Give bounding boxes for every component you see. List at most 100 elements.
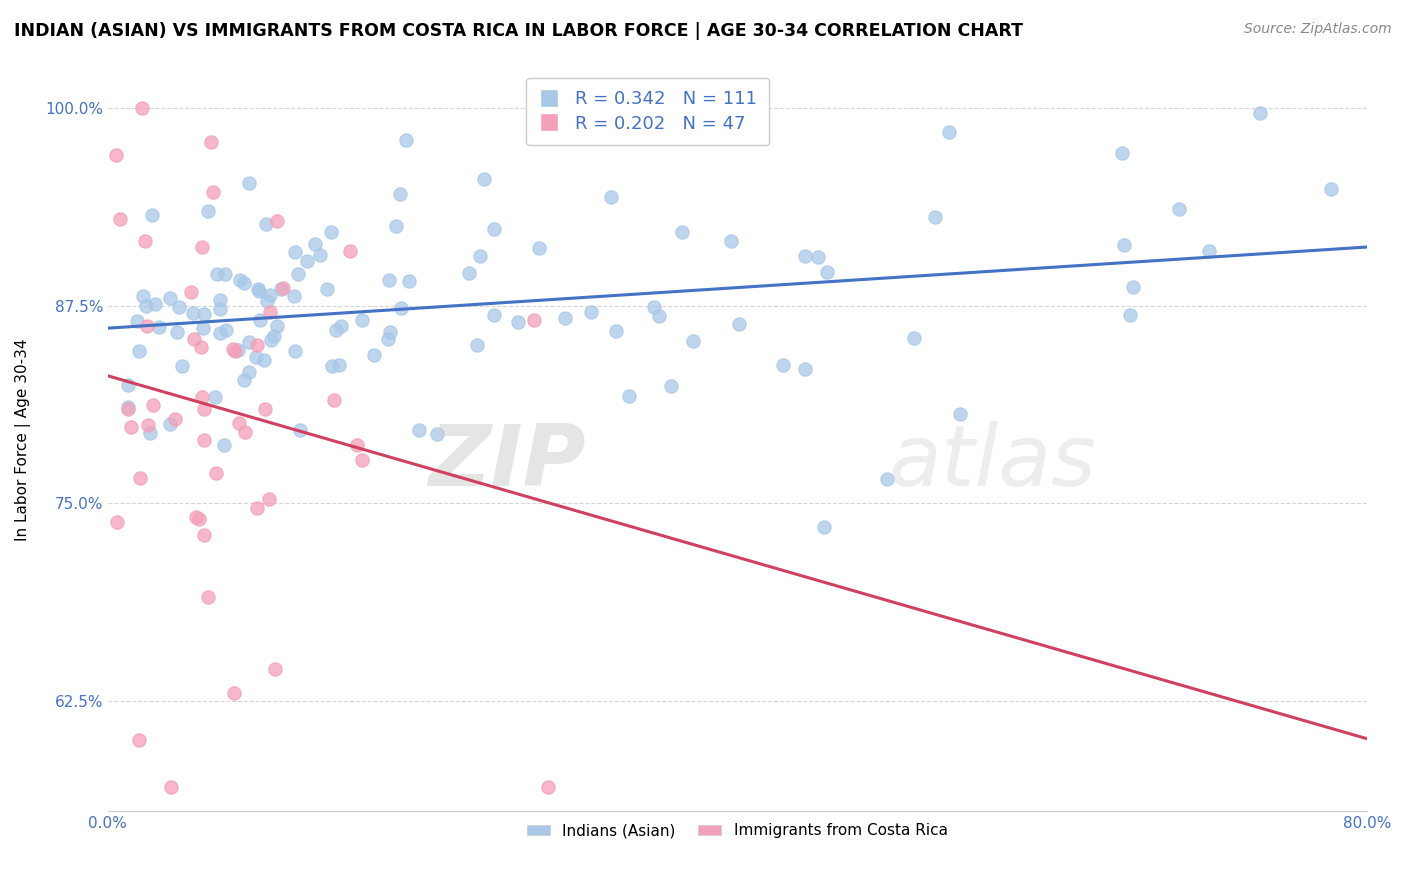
Text: INDIAN (ASIAN) VS IMMIGRANTS FROM COSTA RICA IN LABOR FORCE | AGE 30-34 CORRELAT: INDIAN (ASIAN) VS IMMIGRANTS FROM COSTA …	[14, 22, 1024, 40]
Point	[191, 390, 214, 404]
Point	[876, 472, 898, 486]
Point	[330, 319, 353, 334]
Point	[579, 305, 602, 319]
Point	[128, 470, 150, 484]
Y-axis label: In Labor Force | Age 30-34: In Labor Force | Age 30-34	[15, 339, 31, 541]
Point	[135, 299, 157, 313]
Point	[605, 324, 627, 338]
Text: ZIP: ZIP	[429, 421, 586, 504]
Point	[793, 361, 815, 376]
Point	[339, 244, 361, 259]
Point	[321, 359, 343, 373]
Point	[554, 311, 576, 326]
Point	[204, 390, 226, 404]
Point	[619, 389, 641, 403]
Point	[254, 402, 277, 417]
Point	[128, 343, 150, 358]
Point	[142, 398, 165, 412]
Point	[938, 125, 960, 139]
Point	[385, 219, 408, 234]
Point	[148, 320, 170, 334]
Point	[288, 424, 311, 438]
Point	[309, 248, 332, 262]
Point	[257, 491, 280, 506]
Point	[284, 245, 307, 260]
Point	[264, 661, 287, 675]
Point	[120, 420, 142, 434]
Point	[117, 401, 139, 416]
Point	[682, 334, 704, 348]
Point	[143, 297, 166, 311]
Point	[110, 211, 132, 226]
Point	[378, 326, 401, 340]
Point	[163, 412, 186, 426]
Point	[537, 780, 560, 795]
Point	[395, 133, 418, 147]
Point	[136, 418, 159, 433]
Point	[266, 214, 288, 228]
Point	[283, 289, 305, 303]
Point	[208, 326, 231, 340]
Point	[522, 313, 544, 327]
Point	[260, 333, 283, 347]
Point	[259, 305, 281, 319]
Point	[166, 326, 188, 340]
Point	[263, 329, 285, 343]
Point	[426, 427, 449, 442]
Point	[813, 520, 835, 534]
Point	[222, 342, 245, 356]
Point	[378, 273, 401, 287]
Point	[138, 426, 160, 441]
Point	[728, 317, 751, 331]
Point	[208, 293, 231, 308]
Point	[506, 315, 529, 329]
Point	[1111, 146, 1133, 161]
Point	[304, 236, 326, 251]
Point	[1198, 244, 1220, 258]
Point	[254, 217, 277, 231]
Text: atlas: atlas	[889, 421, 1097, 504]
Point	[398, 274, 420, 288]
Point	[238, 334, 260, 349]
Point	[270, 282, 292, 296]
Point	[671, 225, 693, 239]
Point	[183, 332, 205, 346]
Point	[105, 515, 128, 529]
Point	[924, 211, 946, 225]
Point	[245, 350, 267, 364]
Point	[643, 300, 665, 314]
Point	[316, 282, 339, 296]
Point	[232, 373, 254, 387]
Point	[271, 281, 294, 295]
Point	[128, 733, 150, 747]
Point	[136, 319, 159, 334]
Point	[648, 309, 671, 323]
Point	[328, 358, 350, 372]
Point	[212, 438, 235, 452]
Point	[238, 366, 260, 380]
Point	[180, 285, 202, 299]
Point	[484, 308, 506, 322]
Point	[246, 501, 269, 516]
Point	[472, 172, 495, 186]
Point	[181, 306, 204, 320]
Point	[815, 265, 838, 279]
Point	[233, 276, 256, 290]
Point	[117, 400, 139, 414]
Point	[193, 307, 215, 321]
Point	[321, 226, 343, 240]
Point	[193, 527, 215, 541]
Point	[659, 379, 682, 393]
Point	[205, 268, 228, 282]
Point	[807, 250, 830, 264]
Point	[1119, 309, 1142, 323]
Point	[389, 301, 412, 315]
Point	[1167, 202, 1189, 216]
Point	[295, 254, 318, 268]
Point	[229, 273, 252, 287]
Point	[325, 323, 347, 337]
Point	[720, 234, 742, 248]
Point	[772, 358, 794, 372]
Point	[170, 359, 193, 373]
Point	[209, 302, 232, 317]
